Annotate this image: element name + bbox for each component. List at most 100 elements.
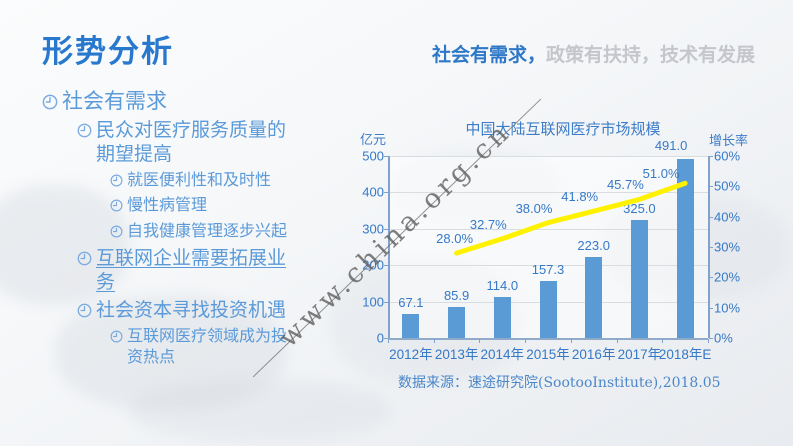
axis-tick [709,277,713,279]
y-axis-tick-label: 300 [362,221,384,237]
bullet-text: 互联网医疗领域成为投资热点 [127,328,288,366]
axis-tick [709,156,713,157]
gridline [388,228,708,230]
bar-value-label: 114.0 [486,277,519,293]
x-axis-label: 2017年 [617,347,662,362]
y-axis-tick-label: 20% [714,269,741,285]
page-title: 形势分析 [42,34,174,69]
bar [676,159,694,338]
data-source-note: 数据来源：速途研究院(SootooInstitute),2018.05 [398,375,721,391]
axis-tick [709,247,713,248]
header-summary-highlight: 社会有需求， [431,45,546,66]
header-summary-rest: 政策有扶持，技术有发展 [545,45,755,66]
bullet-item: 社会有需求 [42,89,370,116]
axis-tick [388,339,389,343]
axis-tick [384,301,388,303]
gridline [388,265,708,267]
y-axis-tick-label: 100 [362,294,384,310]
bar-value-label: 157.3 [531,261,565,277]
x-axis-label: 2018年E [658,347,712,362]
bar [402,313,420,338]
bar [448,306,466,338]
clock-icon [110,330,123,343]
y-axis-tick-label: 400 [362,184,384,200]
bullet-item: 自我健康管理逐步兴起 [110,222,370,242]
bar [585,256,603,338]
clock-icon [110,225,123,238]
y-axis-tick-label: 10% [714,300,741,316]
x-axis-label: 2016年 [571,347,616,362]
x-axis-label: 2014年 [480,347,525,362]
chart-title: 中国大陆互联网医疗市场规模 [465,121,661,138]
bullet-item: 民众对医疗服务质量的期望提高 [77,119,370,167]
market-size-chart: 中国大陆互联网医疗市场规模 亿元 增长率 0 100 200 300 400 500 0% 1… [358,116,793,380]
clock-icon [42,94,58,110]
y-axis-tick-label: 40% [714,209,741,225]
right-axis-unit-label: 增长率 [709,133,749,148]
bullet-item: 社会资本寻找投资机遇 [77,299,370,323]
bullet-text: 就医便利性和及时性 [127,171,272,189]
axis-tick [708,339,709,343]
bar-value-label: 85.9 [443,287,470,303]
bar-value-label: 67.1 [398,294,424,310]
axis-tick [384,265,388,267]
clock-icon [110,199,123,212]
bullet-item: 互联网企业需要拓展业务 [77,247,370,295]
growth-rate-label: 38.0% [515,200,553,216]
growth-rate-label: 51.0% [642,166,680,182]
axis-tick [384,192,388,194]
clock-icon [77,303,92,318]
clock-icon [77,251,92,266]
y-axis-tick-label: 0 [376,330,384,346]
left-axis-unit-label: 亿元 [360,132,387,147]
axis-tick [662,339,664,343]
bullet-item: 互联网医疗领域成为投资热点 [110,327,370,368]
clock-icon [77,123,92,138]
growth-line-path [454,180,688,256]
bullet-item: 就医便利性和及时性 [110,171,370,191]
y-axis-tick-label: 30% [714,239,741,255]
x-axis-label: 2013年 [434,347,479,362]
bar [630,219,648,338]
axis-tick [709,338,713,339]
right-y-axis-line [708,156,710,338]
growth-rate-label: 45.7% [606,177,644,193]
axis-tick [384,338,388,339]
axis-tick [709,216,713,218]
axis-tick [709,186,713,188]
y-axis-tick-label: 500 [362,148,384,164]
left-y-axis-line [388,156,390,338]
growth-line [454,180,688,256]
bullet-text: 社会资本寻找投资机遇 [96,300,287,322]
growth-rate-label: 41.8% [561,189,599,205]
x-axis-line [388,338,708,340]
gridline [388,192,708,194]
world-map-shape [0,185,130,305]
bar [539,280,557,338]
growth-rate-label: 28.0% [436,231,474,247]
axis-tick [709,307,713,309]
x-axis-label: 2012年 [389,347,433,362]
clock-icon [110,174,123,187]
axis-tick [433,339,435,343]
bar [493,296,511,338]
axis-tick [570,339,572,343]
bullet-text: 社会有需求 [62,90,167,113]
y-axis-tick-label: 200 [362,257,384,273]
bar-value-label: 491.0 [654,138,688,154]
axis-tick [525,339,527,343]
axis-tick [384,156,388,157]
bullet-item: 慢性病管理 [110,196,370,216]
bullet-text: 慢性病管理 [127,197,208,215]
bullet-text: 民众对医疗服务质量的期望提高 [96,119,287,165]
bar-value-label: 325.0 [623,200,656,216]
header-summary: 社会有需求，政策有扶持，技术有发展 [432,40,755,67]
bullet-text: 互联网企业需要拓展业务 [96,247,287,293]
growth-rate-label: 32.7% [469,216,507,232]
bullet-list: 社会有需求民众对医疗服务质量的期望提高就医便利性和及时性 慢性病管理自我健康管理逐… [40,89,370,373]
x-axis-label: 2015年 [526,347,570,362]
y-axis-tick-label: 50% [714,178,741,194]
axis-tick [479,339,481,343]
world-map-shape [130,380,390,440]
world-map-shape [55,295,285,410]
